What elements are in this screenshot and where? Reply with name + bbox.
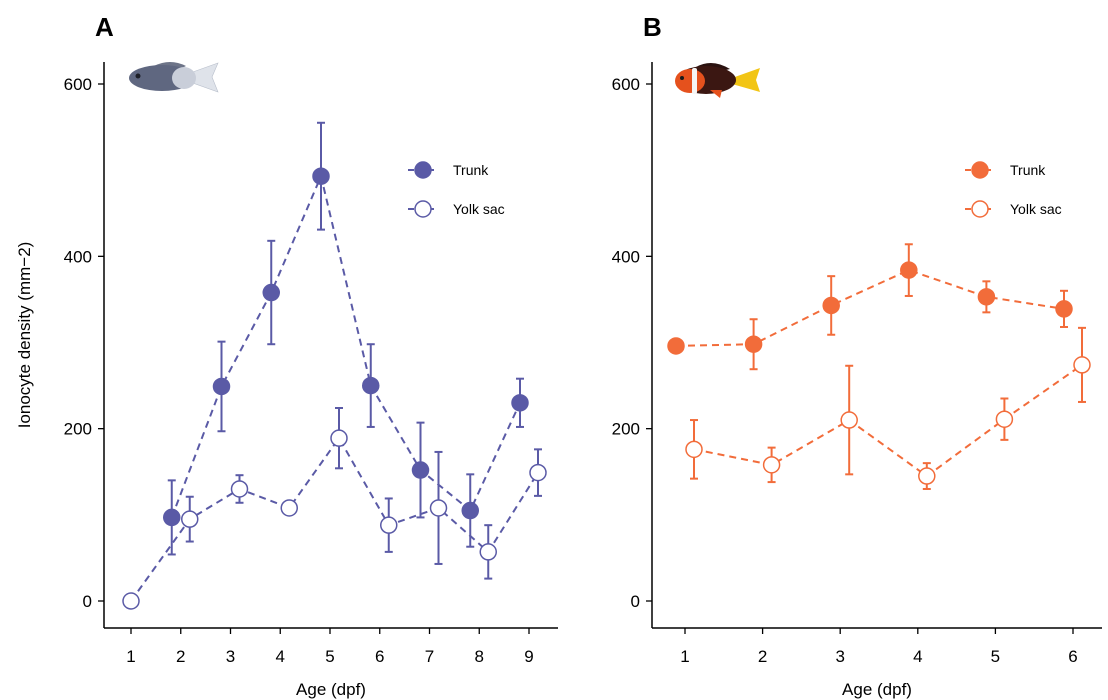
y-tick-label: 200 [612,420,640,439]
data-point-trunk [667,337,685,355]
data-point-trunk [744,335,763,353]
data-point-trunk [1055,300,1073,318]
legend-label-yolk-sac: Yolk sac [453,201,505,217]
data-point-yolk-sac [330,429,348,447]
fish-pelvic-fin [710,90,722,98]
series-line-yolk-sac [693,364,1083,478]
data-point-trunk [163,508,181,527]
fish-tail [732,68,760,92]
data-point-yolk-sac [762,456,781,474]
y-tick-label: 600 [612,75,640,94]
x-tick-label: 1 [126,647,135,666]
x-tick-label: 2 [176,647,185,666]
x-tick-label: 2 [758,647,767,666]
data-point-yolk-sac [230,480,249,498]
x-tick-label: 5 [325,647,334,666]
data-point-yolk-sac [479,543,497,561]
series-line-yolk-sac [130,436,539,602]
panel-label: A [95,12,114,42]
clownfish-illustration [675,62,760,98]
legend-marker [414,161,432,179]
data-point-yolk-sac [181,510,199,528]
x-tick-label: 6 [1068,647,1077,666]
x-tick-label: 1 [680,647,689,666]
y-axis-title: Ionocyte density (mm−2) [15,242,34,429]
y-tick-label: 600 [64,75,92,94]
data-point-trunk [212,377,231,396]
data-point-yolk-sac [685,440,703,459]
x-tick-label: 3 [226,647,235,666]
data-point-yolk-sac [280,499,298,517]
x-tick-label: 7 [425,647,434,666]
data-point-trunk [822,296,840,315]
legend-marker [414,200,432,218]
series-line-trunk [170,173,521,518]
fish-body-pale [172,67,196,89]
fish-stripe [692,68,697,94]
legend-marker [971,161,989,179]
legend-label-trunk: Trunk [453,162,489,178]
data-point-trunk [262,283,280,302]
data-point-yolk-sac [995,410,1014,428]
panel-b: B 0 200 400 600 1 2 3 4 5 6 Age (dpf) Trunk Yolk sac [612,12,1102,699]
data-point-yolk-sac [429,499,448,517]
fish-face [675,69,705,93]
damselfish-illustration [129,62,219,93]
data-point-yolk-sac [529,463,547,482]
legend-label-trunk: Trunk [1010,162,1046,178]
x-tick-label: 8 [475,647,484,666]
data-point-trunk [900,261,918,279]
data-point-trunk [511,394,529,412]
fish-eye [135,73,141,79]
data-point-trunk [362,376,380,395]
data-point-yolk-sac [122,592,140,610]
y-tick-label: 400 [64,247,92,266]
y-tick-label: 400 [612,247,640,266]
x-tick-label: 9 [524,647,533,666]
data-point-yolk-sac [380,516,398,534]
y-tick-label: 0 [83,592,92,611]
legend-label-yolk-sac: Yolk sac [1010,201,1062,217]
data-point-yolk-sac [840,411,858,429]
x-tick-label: 4 [276,647,285,666]
series-line-trunk [675,269,1065,347]
legend-marker [971,200,989,218]
data-point-trunk [411,461,430,479]
panel-label: B [643,12,662,42]
data-point-trunk [312,167,330,185]
x-tick-label: 3 [835,647,844,666]
data-point-yolk-sac [1073,356,1091,374]
x-axis-title: Age (dpf) [296,680,366,699]
data-point-trunk [461,501,479,520]
x-tick-label: 5 [991,647,1000,666]
y-tick-label: 200 [64,420,92,439]
fish-eye [680,76,684,80]
panel-a: A 0 200 400 600 1 2 3 4 5 6 7 8 9 Age (dpf) Ionocyte de… [15,12,558,699]
y-tick-label: 0 [631,592,640,611]
data-point-yolk-sac [918,467,936,485]
x-tick-label: 4 [913,647,922,666]
data-point-trunk [977,288,996,306]
x-axis-title: Age (dpf) [842,680,912,699]
x-tick-label: 6 [375,647,384,666]
